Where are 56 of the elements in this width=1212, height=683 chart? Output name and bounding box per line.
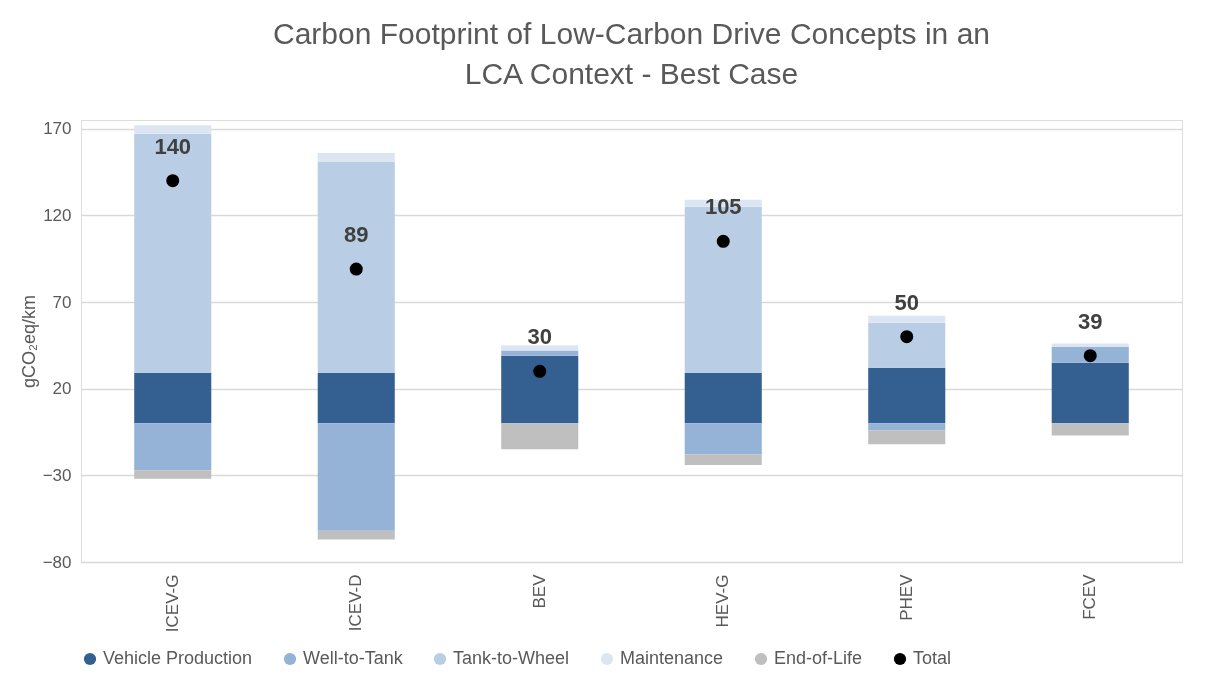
x-tick-label: ICEV-D — [346, 574, 366, 632]
y-tick-label: −30 — [42, 465, 72, 485]
bar — [317, 423, 395, 531]
y-tick-label: −80 — [42, 552, 72, 572]
bar — [501, 345, 579, 351]
data-label: 30 — [527, 324, 552, 350]
bar — [134, 133, 212, 374]
bar — [684, 423, 762, 455]
bar — [868, 423, 946, 431]
bar — [134, 423, 212, 471]
y-tick-label: 120 — [43, 205, 72, 225]
bar — [501, 350, 579, 356]
bar — [317, 152, 395, 162]
bar — [501, 355, 579, 424]
point — [1083, 349, 1097, 363]
legend-label: Vehicle Production — [103, 648, 253, 668]
bar — [1051, 423, 1129, 436]
x-tick-label: HEV-G — [713, 574, 733, 628]
x-tick-label: FCEV — [1080, 573, 1100, 620]
bar — [317, 530, 395, 540]
bar — [134, 373, 212, 424]
point — [716, 234, 730, 248]
chart-title: Carbon Footprint of Low-Carbon Drive Concepts in an LCA Context - Best Case — [272, 16, 991, 90]
data-label: 39 — [1078, 308, 1103, 334]
bar — [684, 454, 762, 465]
legend-label: Total — [913, 648, 952, 668]
bar — [684, 373, 762, 424]
data-label: 89 — [344, 222, 369, 248]
data-label: 140 — [154, 133, 192, 159]
bar — [1051, 362, 1129, 424]
point — [900, 330, 914, 344]
y-tick-label: 170 — [43, 119, 72, 139]
bar — [868, 315, 946, 323]
bar — [134, 470, 212, 479]
bar — [134, 125, 212, 134]
bar — [317, 161, 395, 374]
bar — [501, 423, 579, 450]
x-tick-label: PHEV — [896, 573, 916, 621]
legend-label: Maintenance — [620, 648, 724, 668]
point — [349, 262, 363, 276]
point — [166, 174, 180, 188]
bar — [868, 322, 946, 368]
legend-label: End-of-Life — [774, 648, 863, 668]
y-axis-title: gCO₂eq/km — [18, 294, 39, 389]
point — [533, 364, 547, 378]
data-label: 50 — [894, 289, 919, 315]
x-tick-label: ICEV-G — [162, 574, 182, 633]
legend-label: Well-to-Tank — [303, 648, 404, 668]
bar — [868, 430, 946, 445]
data-label: 105 — [704, 194, 742, 220]
x-tick-label: BEV — [529, 573, 549, 609]
y-tick-label: 20 — [52, 379, 72, 399]
bar — [868, 367, 946, 424]
legend-label: Tank-to-Wheel — [453, 648, 570, 668]
bar — [317, 373, 395, 424]
y-tick-label: 70 — [52, 292, 72, 312]
